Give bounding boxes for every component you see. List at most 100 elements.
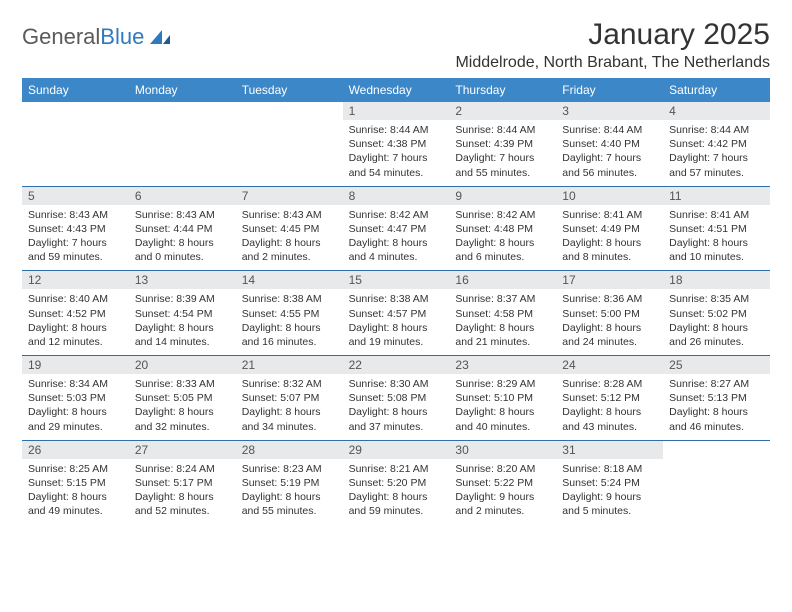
day-cell: 27Sunrise: 8:24 AMSunset: 5:17 PMDayligh… <box>129 441 236 525</box>
day-info: Sunrise: 8:28 AMSunset: 5:12 PMDaylight:… <box>562 377 657 434</box>
info-daylight2: and 40 minutes. <box>455 420 550 434</box>
day-number <box>663 441 770 445</box>
info-daylight1: Daylight: 8 hours <box>669 321 764 335</box>
day-number: 26 <box>22 441 129 459</box>
info-daylight1: Daylight: 8 hours <box>135 490 230 504</box>
info-sunrise: Sunrise: 8:27 AM <box>669 377 764 391</box>
info-sunset: Sunset: 4:51 PM <box>669 222 764 236</box>
info-daylight2: and 24 minutes. <box>562 335 657 349</box>
day-number: 31 <box>556 441 663 459</box>
day-cell: 22Sunrise: 8:30 AMSunset: 5:08 PMDayligh… <box>343 356 450 440</box>
info-daylight1: Daylight: 7 hours <box>455 151 550 165</box>
week-row: 1Sunrise: 8:44 AMSunset: 4:38 PMDaylight… <box>22 102 770 186</box>
header: GeneralBlue January 2025 Middelrode, Nor… <box>22 18 770 72</box>
day-cell: 30Sunrise: 8:20 AMSunset: 5:22 PMDayligh… <box>449 441 556 525</box>
info-daylight2: and 29 minutes. <box>28 420 123 434</box>
day-number: 4 <box>663 102 770 120</box>
info-daylight1: Daylight: 8 hours <box>562 321 657 335</box>
info-sunset: Sunset: 4:39 PM <box>455 137 550 151</box>
info-sunrise: Sunrise: 8:35 AM <box>669 292 764 306</box>
day-info: Sunrise: 8:41 AMSunset: 4:51 PMDaylight:… <box>669 208 764 265</box>
day-number: 19 <box>22 356 129 374</box>
info-daylight1: Daylight: 8 hours <box>28 490 123 504</box>
day-number: 3 <box>556 102 663 120</box>
day-info: Sunrise: 8:40 AMSunset: 4:52 PMDaylight:… <box>28 292 123 349</box>
weekday-mon: Monday <box>129 78 236 102</box>
day-info: Sunrise: 8:43 AMSunset: 4:44 PMDaylight:… <box>135 208 230 265</box>
day-cell: 26Sunrise: 8:25 AMSunset: 5:15 PMDayligh… <box>22 441 129 525</box>
day-number: 11 <box>663 187 770 205</box>
info-daylight1: Daylight: 8 hours <box>349 321 444 335</box>
info-daylight1: Daylight: 7 hours <box>562 151 657 165</box>
info-sunrise: Sunrise: 8:43 AM <box>28 208 123 222</box>
info-sunset: Sunset: 5:19 PM <box>242 476 337 490</box>
info-daylight1: Daylight: 9 hours <box>455 490 550 504</box>
day-number: 6 <box>129 187 236 205</box>
info-sunset: Sunset: 4:38 PM <box>349 137 444 151</box>
info-sunset: Sunset: 4:54 PM <box>135 307 230 321</box>
day-info: Sunrise: 8:24 AMSunset: 5:17 PMDaylight:… <box>135 462 230 519</box>
weekday-row: Sunday Monday Tuesday Wednesday Thursday… <box>22 78 770 102</box>
weekday-sun: Sunday <box>22 78 129 102</box>
day-number: 25 <box>663 356 770 374</box>
day-number: 16 <box>449 271 556 289</box>
info-sunrise: Sunrise: 8:33 AM <box>135 377 230 391</box>
info-daylight2: and 55 minutes. <box>455 166 550 180</box>
day-number: 13 <box>129 271 236 289</box>
weekday-tue: Tuesday <box>236 78 343 102</box>
info-daylight2: and 56 minutes. <box>562 166 657 180</box>
day-info: Sunrise: 8:43 AMSunset: 4:45 PMDaylight:… <box>242 208 337 265</box>
day-info: Sunrise: 8:23 AMSunset: 5:19 PMDaylight:… <box>242 462 337 519</box>
info-sunrise: Sunrise: 8:44 AM <box>669 123 764 137</box>
day-number: 5 <box>22 187 129 205</box>
info-sunset: Sunset: 4:47 PM <box>349 222 444 236</box>
info-sunset: Sunset: 4:40 PM <box>562 137 657 151</box>
info-daylight1: Daylight: 8 hours <box>349 236 444 250</box>
info-sunset: Sunset: 4:57 PM <box>349 307 444 321</box>
day-number: 1 <box>343 102 450 120</box>
info-sunset: Sunset: 5:20 PM <box>349 476 444 490</box>
info-daylight2: and 46 minutes. <box>669 420 764 434</box>
day-number: 23 <box>449 356 556 374</box>
info-sunrise: Sunrise: 8:44 AM <box>349 123 444 137</box>
info-daylight1: Daylight: 8 hours <box>242 321 337 335</box>
info-daylight1: Daylight: 8 hours <box>669 405 764 419</box>
info-sunrise: Sunrise: 8:34 AM <box>28 377 123 391</box>
info-daylight1: Daylight: 8 hours <box>242 405 337 419</box>
day-number: 15 <box>343 271 450 289</box>
day-info: Sunrise: 8:37 AMSunset: 4:58 PMDaylight:… <box>455 292 550 349</box>
week-row: 12 Sunrise: 8:40 AMSunset: 4:52 PMDayligh… <box>22 270 770 355</box>
info-daylight1: Daylight: 8 hours <box>455 236 550 250</box>
day-number: 7 <box>236 187 343 205</box>
info-sunrise: Sunrise: 8:18 AM <box>562 462 657 476</box>
info-daylight2: and 8 minutes. <box>562 250 657 264</box>
info-sunrise: Sunrise: 8:43 AM <box>242 208 337 222</box>
info-sunset: Sunset: 4:45 PM <box>242 222 337 236</box>
day-cell: 23Sunrise: 8:29 AMSunset: 5:10 PMDayligh… <box>449 356 556 440</box>
info-daylight2: and 59 minutes. <box>349 504 444 518</box>
day-number <box>236 102 343 106</box>
day-cell <box>22 102 129 186</box>
info-daylight2: and 52 minutes. <box>135 504 230 518</box>
info-sunset: Sunset: 4:43 PM <box>28 222 123 236</box>
info-daylight2: and 49 minutes. <box>28 504 123 518</box>
info-sunrise: Sunrise: 8:43 AM <box>135 208 230 222</box>
info-daylight1: Daylight: 7 hours <box>28 236 123 250</box>
info-sunset: Sunset: 4:48 PM <box>455 222 550 236</box>
info-daylight1: Daylight: 8 hours <box>455 405 550 419</box>
info-sunset: Sunset: 4:58 PM <box>455 307 550 321</box>
day-number: 8 <box>343 187 450 205</box>
info-daylight2: and 57 minutes. <box>669 166 764 180</box>
info-sunset: Sunset: 5:00 PM <box>562 307 657 321</box>
info-sunset: Sunset: 5:02 PM <box>669 307 764 321</box>
day-cell: 28Sunrise: 8:23 AMSunset: 5:19 PMDayligh… <box>236 441 343 525</box>
logo-word2: Blue <box>100 24 144 49</box>
info-sunrise: Sunrise: 8:38 AM <box>349 292 444 306</box>
day-cell: 31Sunrise: 8:18 AMSunset: 5:24 PMDayligh… <box>556 441 663 525</box>
day-cell: 24Sunrise: 8:28 AMSunset: 5:12 PMDayligh… <box>556 356 663 440</box>
info-daylight2: and 10 minutes. <box>669 250 764 264</box>
day-cell: 13Sunrise: 8:39 AMSunset: 4:54 PMDayligh… <box>129 271 236 355</box>
day-number: 12 <box>22 271 129 289</box>
day-cell: 12 Sunrise: 8:40 AMSunset: 4:52 PMDayligh… <box>22 271 129 355</box>
day-info: Sunrise: 8:27 AMSunset: 5:13 PMDaylight:… <box>669 377 764 434</box>
